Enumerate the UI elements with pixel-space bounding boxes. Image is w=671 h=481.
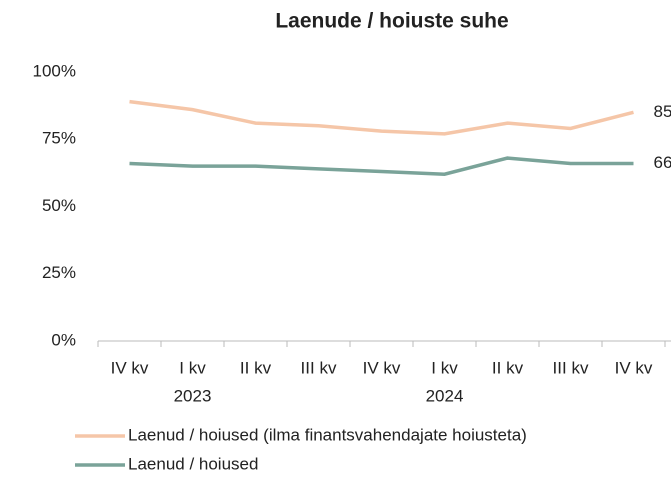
data-label: 85% xyxy=(654,102,671,121)
series-line xyxy=(129,99,634,136)
y-tick-label: 50% xyxy=(42,196,76,215)
chart-title: Laenude / hoiuste suhe xyxy=(275,10,508,33)
data-label: 66% xyxy=(654,153,671,172)
x-tick-label: III kv xyxy=(553,358,589,377)
y-tick-label: 25% xyxy=(42,263,76,282)
series-line xyxy=(129,156,634,176)
x-tick-label: I kv xyxy=(179,358,206,377)
x-group-label: 2024 xyxy=(426,386,464,405)
y-tick-label: 75% xyxy=(42,129,76,148)
x-tick-label: IV kv xyxy=(615,358,653,377)
x-tick-label: I kv xyxy=(431,358,458,377)
x-tick-label: II kv xyxy=(240,358,272,377)
x-tick-label: III kv xyxy=(301,358,337,377)
x-tick-label: IV kv xyxy=(111,358,149,377)
x-tick-label: II kv xyxy=(492,358,524,377)
x-group-label: 2023 xyxy=(174,386,212,405)
legend-label: Laenud / hoiused xyxy=(128,454,258,473)
y-tick-label: 100% xyxy=(33,61,76,80)
legend-label: Laenud / hoiused (ilma finantsvahendajat… xyxy=(128,425,527,444)
x-tick-label: IV kv xyxy=(363,358,401,377)
y-tick-label: 0% xyxy=(51,330,76,349)
